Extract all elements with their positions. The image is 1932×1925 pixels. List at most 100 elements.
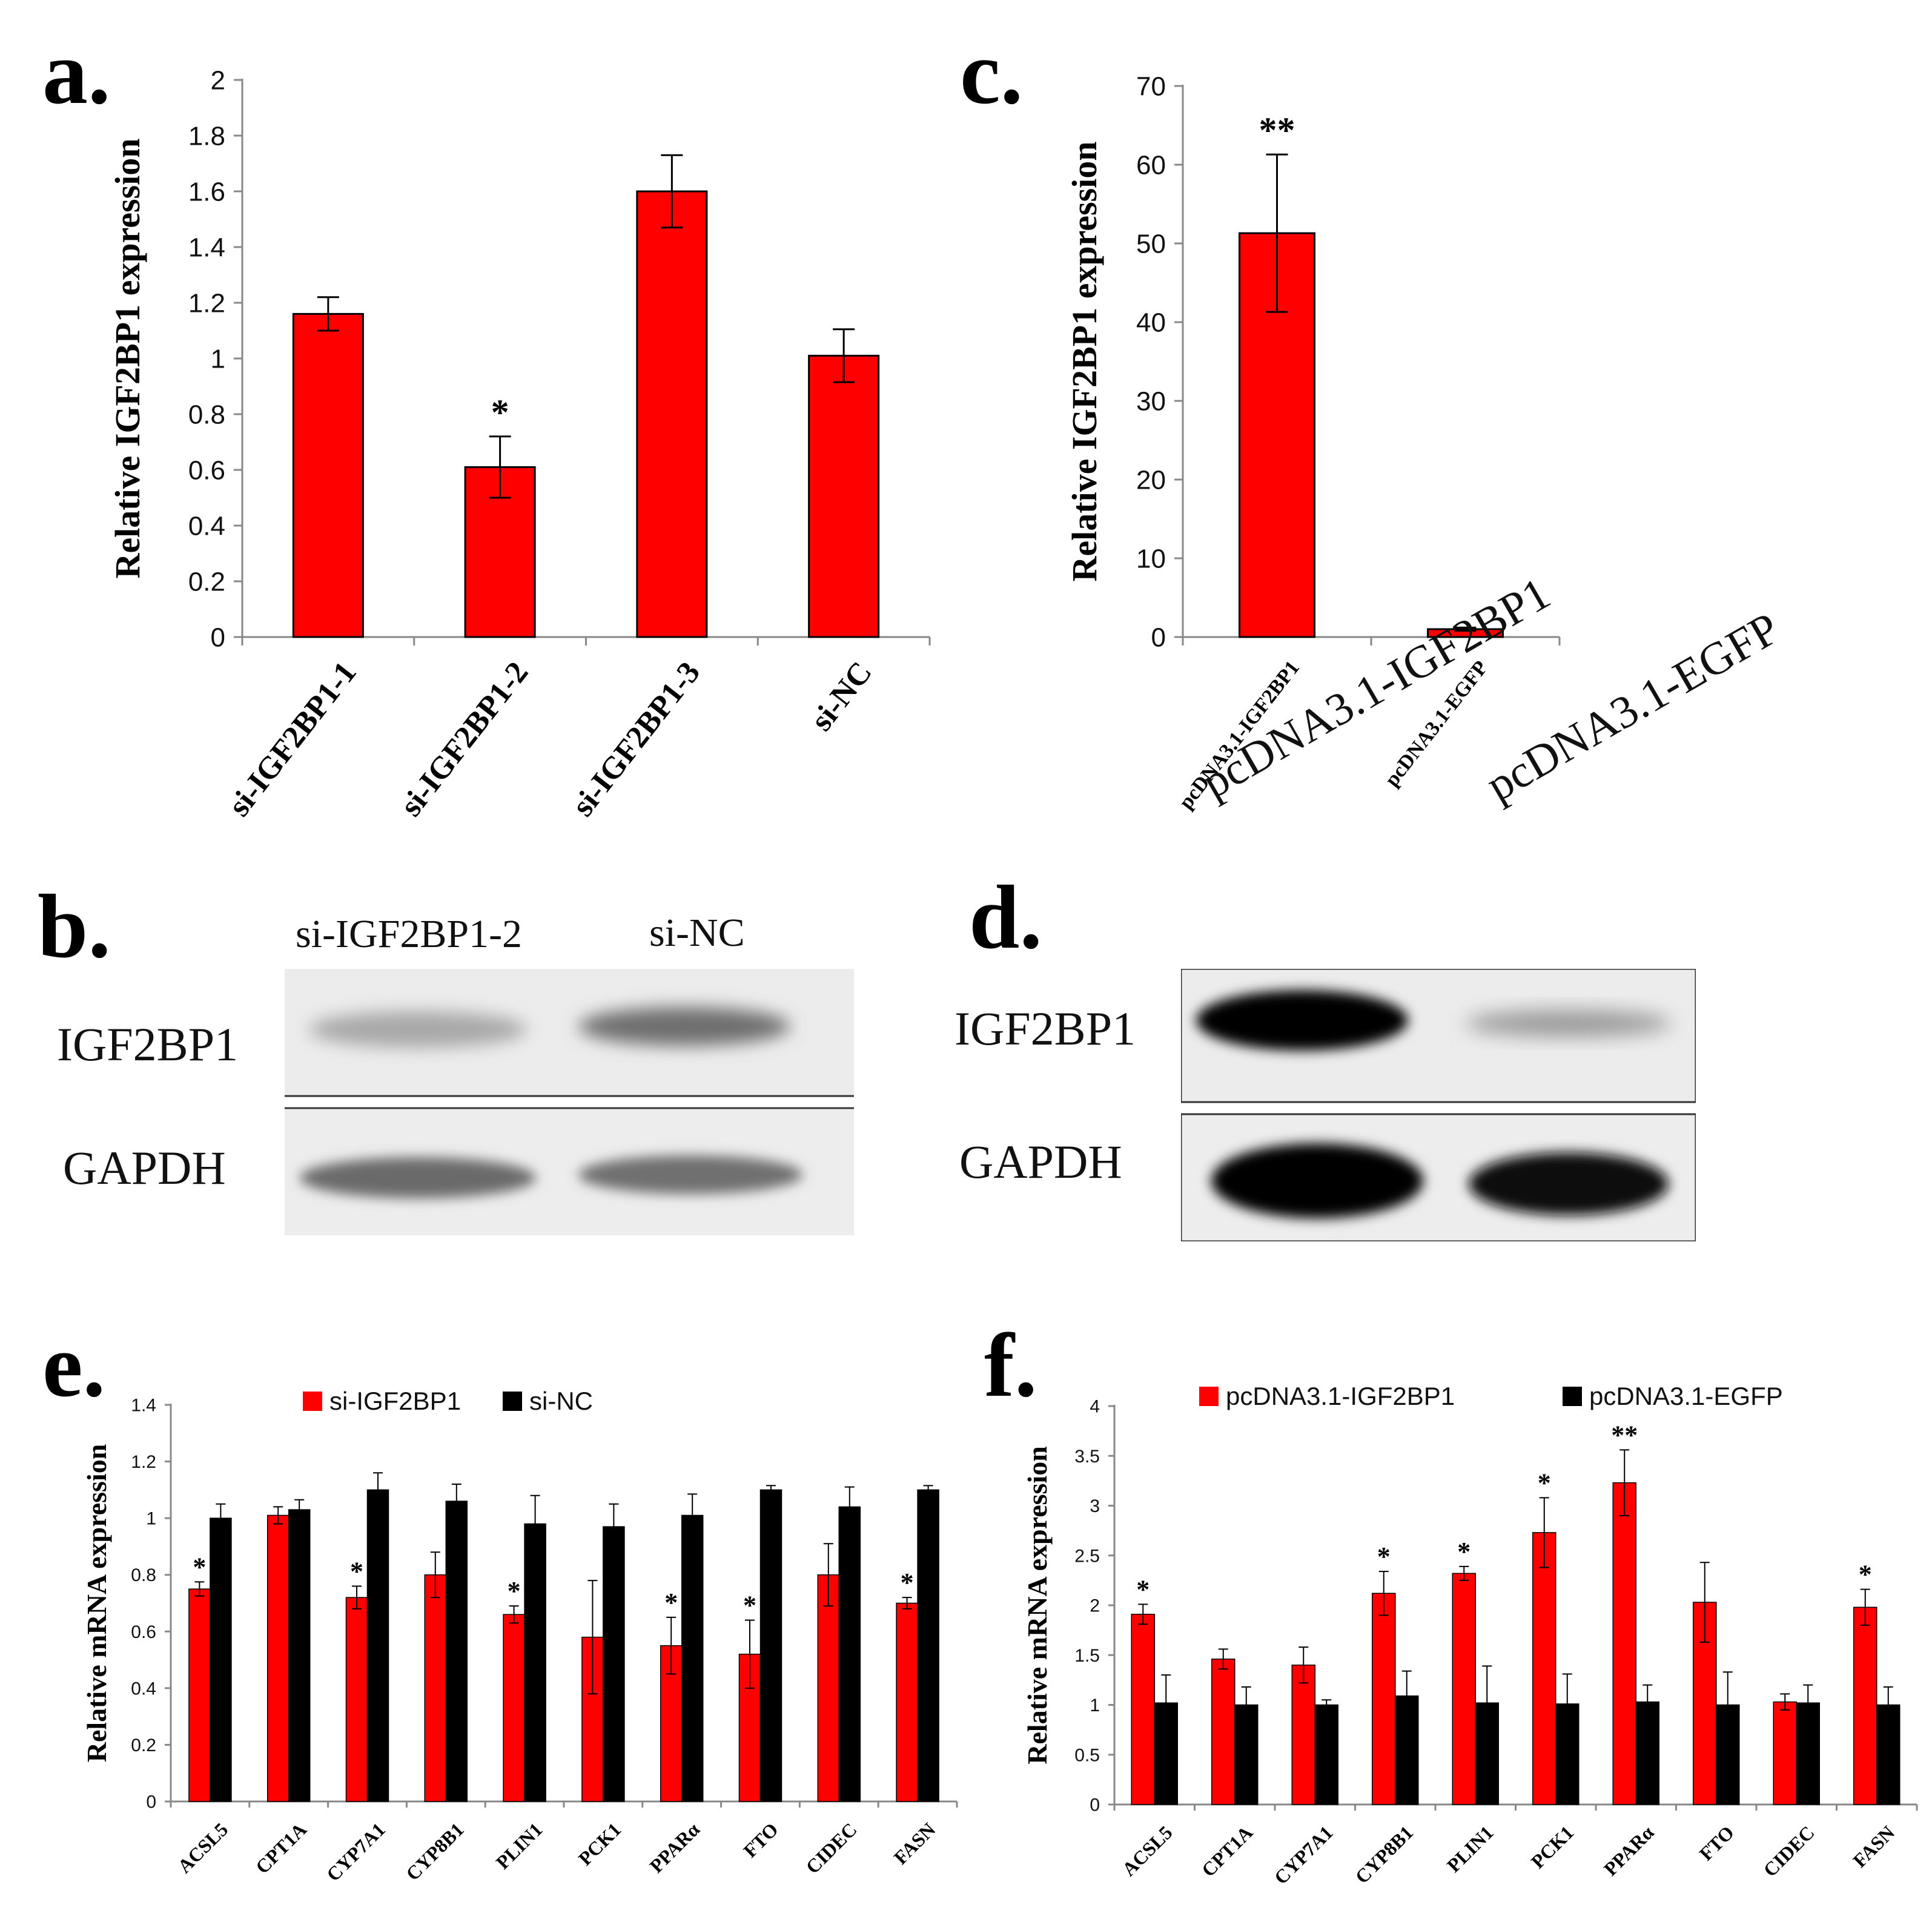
blot-d-band-gapdh-lane1 [1211,1143,1423,1218]
y-tick-label-f: 4 [1090,1397,1100,1417]
bar-f-0-3 [1372,1593,1396,1805]
category-label-e: FASN [890,1818,940,1869]
blot-b-band-gapdh-lane2 [578,1155,802,1194]
legend-swatch-f-1 [1563,1387,1582,1406]
legend-swatch-e-1 [503,1392,522,1411]
y-tick-label-a: 1.2 [188,288,225,318]
category-label-e: PLIN1 [492,1818,547,1874]
category-label-f: FASN [1848,1821,1899,1872]
y-tick-label-f: 0.5 [1074,1745,1100,1765]
blot-b-image [285,969,854,1235]
blot-d-row-gapdh: GAPDH [959,1135,1122,1188]
y-tick-label-a: 1.8 [188,121,225,151]
bar-f-1-2 [1314,1704,1338,1805]
bar-e-0-1 [266,1514,289,1802]
y-tick-label-f: 1 [1090,1696,1100,1715]
y-tick-label-a: 1 [211,344,225,374]
y-tick-label-e: 0 [146,1792,156,1812]
bar-e-0-9 [896,1602,918,1802]
bar-e-1-1 [288,1509,311,1802]
blot-b-band-gapdh-lane1 [300,1157,536,1198]
legend-label-e-0: si-IGF2BP1 [329,1387,461,1415]
category-label-f: PCK1 [1527,1821,1578,1873]
significance-f-0-9: * [1859,1560,1872,1590]
bar-e-0-4 [503,1614,525,1802]
category-label-f: CPT1A [1197,1821,1257,1881]
panel-letter-c: c. [960,22,1024,123]
blot-b-row-gapdh: GAPDH [63,1141,226,1194]
y-tick-label-f: 3.5 [1074,1447,1100,1467]
y-tick-label-e: 0.6 [131,1622,156,1642]
y-tick-label-c: 30 [1136,386,1166,416]
blot-d-band-igf2bp1-lane1 [1196,990,1408,1051]
bar-e-1-7 [759,1489,782,1802]
bar-e-1-6 [681,1514,704,1802]
category-label-f: ACSL5 [1117,1821,1176,1880]
category-label-e: PCK1 [574,1818,626,1870]
bar-e-1-8 [838,1506,861,1802]
y-tick-label-e: 1.4 [131,1396,156,1416]
category-label-f: PPARα [1600,1821,1658,1880]
chart-f: 0 0.5 1 1.5 2 2.5 3 3.5 4 Relative mRNA expressio… [1022,1382,1918,1889]
category-label-f: CYP7A1 [1270,1821,1337,1889]
y-tick-label-e: 0.2 [131,1735,156,1755]
legend-swatch-e-0 [303,1392,322,1411]
significance-f-0-6: ** [1611,1420,1638,1450]
significance-f-0-0: * [1136,1574,1150,1604]
bar-f-0-9 [1853,1606,1877,1805]
y-tick-label-a: 0.8 [188,400,225,429]
y-tick-label-a: 0.4 [188,511,225,541]
blot-b-lane-1: si-IGF2BP1-2 [296,912,523,956]
y-tick-label-f: 2 [1090,1596,1100,1616]
legend-swatch-f-0 [1199,1387,1219,1406]
significance-e-0-2: * [350,1556,363,1586]
bar-f-1-6 [1635,1701,1659,1805]
chart-c: 0 10 20 30 40 50 60 70 Relative IGF2BP1 expressi… [1065,71,1561,813]
y-tick-label-f: 2.5 [1074,1546,1100,1566]
y-tick-label-c: 50 [1136,229,1166,259]
category-label-e: CPT1A [251,1818,311,1878]
bar-f-1-0 [1154,1702,1178,1805]
panel-letter-b: b. [38,876,111,977]
y-axis-label-a: Relative IGF2BP1 expression [108,138,147,578]
significance-e-0-4: * [508,1576,521,1606]
y-tick-label-e: 0.4 [131,1679,156,1699]
category-label-a: si-IGF2BP1-3 [566,655,707,822]
category-label-f: CIDEC [1759,1821,1818,1881]
category-label-e: CYP7A1 [322,1818,389,1886]
blot-b-band-igf2bp1-lane2 [578,1007,790,1046]
bar-e-1-0 [210,1517,232,1802]
category-label-e: FTO [739,1818,782,1862]
significance-e-0-9: * [901,1568,914,1597]
significance-a-0-1: * [491,392,509,432]
significance-e-0-6: * [664,1588,678,1617]
y-tick-label-f: 3 [1090,1496,1100,1516]
western-blot-d: pcDNA3.1-IGF2BP1 pcDNA3.1-EGFP IGF2BP1 G… [945,568,1932,1247]
legend-label-f-1: pcDNA3.1-EGFP [1589,1382,1783,1410]
category-label-a: si-IGF2BP1-1 [222,655,363,822]
y-tick-label-e: 0.8 [131,1565,156,1585]
y-tick-label-c: 40 [1136,308,1166,337]
panel-letter-e: e. [42,1315,106,1416]
bar-a-0-3 [808,354,880,638]
category-label-f: FTO [1695,1821,1739,1865]
bar-f-0-2 [1291,1664,1315,1805]
blot-d-row-igf2bp1: IGF2BP1 [954,1002,1136,1055]
category-label-e: CYP8B1 [402,1818,468,1885]
bar-e-0-2 [345,1597,368,1802]
y-tick-label-a: 1.4 [188,233,225,262]
bar-e-1-4 [524,1523,546,1802]
bar-e-0-3 [424,1574,447,1802]
blot-d-image [1181,969,1696,1241]
category-label-e: CIDEC [801,1818,861,1878]
y-tick-label-a: 2 [211,65,225,95]
bar-e-0-8 [817,1574,840,1802]
category-label-f: CYP8B1 [1351,1821,1417,1888]
bar-f-0-1 [1211,1659,1236,1805]
panel-letter-f: f. [984,1315,1037,1416]
y-tick-label-c: 70 [1136,71,1166,101]
panel-letter-a: a. [42,22,111,123]
bar-e-1-9 [917,1489,939,1802]
y-tick-label-a: 1.6 [188,177,225,206]
